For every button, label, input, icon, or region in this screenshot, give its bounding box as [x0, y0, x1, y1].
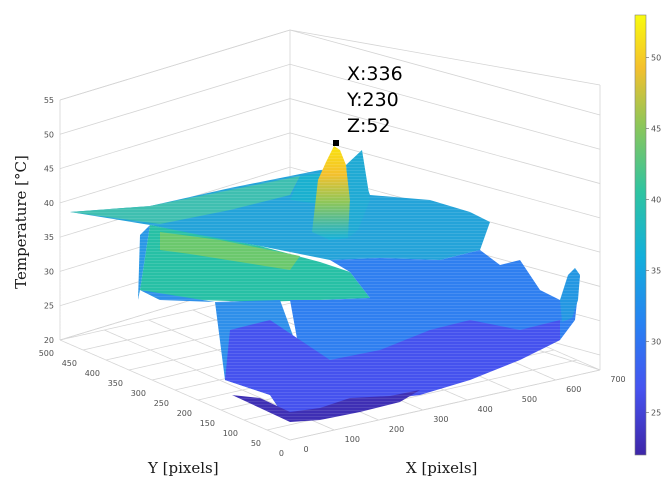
colorbar-tick-label: 30: [651, 337, 661, 346]
z-tick-label: 30: [44, 267, 54, 276]
z-tick-label: 35: [44, 233, 54, 242]
y-tick-label: 200: [177, 409, 192, 418]
y-tick-label: 50: [251, 439, 261, 448]
temperature-surface: [60, 140, 590, 430]
colorbar-tick-label: 35: [651, 266, 661, 275]
x-tick-label: 200: [389, 425, 404, 434]
y-tick-label: 150: [200, 419, 215, 428]
z-axis-label: Temperature [°C]: [12, 155, 30, 289]
y-tick-label: 300: [131, 389, 146, 398]
y-axis-label: Y [pixels]: [147, 459, 219, 477]
y-tick-label: 100: [223, 429, 238, 438]
z-gridline: [59, 29, 601, 116]
x-tick-label: 600: [566, 385, 581, 394]
z-gridline: [59, 63, 601, 150]
x-tick-label-origin: 0: [303, 445, 308, 454]
colorbar-tick-label: 25: [651, 408, 661, 417]
colorbar-tick-label: 45: [651, 125, 661, 134]
y-tick-label: 500: [39, 349, 54, 358]
y-tick-label: 350: [108, 379, 123, 388]
z-tick-label: 55: [44, 96, 54, 105]
datatip: X:336 Y:230 Z:52: [333, 63, 403, 146]
z-tick-label: 25: [44, 302, 54, 311]
z-tick-label: 40: [44, 199, 54, 208]
x-tick-label: 100: [345, 435, 360, 444]
colorbar-gradient: [634, 14, 647, 456]
datatip-marker: [333, 140, 339, 146]
colorbar-tick-label: 50: [651, 54, 661, 63]
z-tick-labels: 20 25 30 35 40 45 50 55: [44, 96, 54, 345]
y-tick-labels: 0 50 100 150 200 250 300 350 400 450 500: [39, 349, 284, 458]
datatip-y: Y:230: [346, 89, 399, 111]
x-tick-label: 400: [478, 405, 493, 414]
x-tick-label: 300: [433, 415, 448, 424]
surface-mesh-overlay: [60, 140, 590, 430]
colorbar: 25 30 35 40 45 50: [634, 14, 661, 456]
colorbar-tick-label: 40: [651, 196, 661, 205]
x-axis-label: X [pixels]: [406, 459, 477, 477]
colorbar-ticks: 25 30 35 40 45 50: [646, 54, 661, 417]
back-wall-top: [59, 29, 601, 101]
z-tick-label: 45: [44, 165, 54, 174]
datatip-z: Z:52: [347, 115, 391, 137]
x-tick-label: 500: [522, 395, 537, 404]
z-tick-label: 50: [44, 130, 54, 139]
x-tick-label: 700: [610, 375, 625, 384]
y-tick-label: 250: [154, 399, 169, 408]
z-tick-label: 20: [44, 336, 54, 345]
y-tick-label: 450: [62, 359, 77, 368]
y-tick-label: 0: [279, 449, 284, 458]
x-tick-labels: 0 100 200 300 400 500 600 700: [303, 375, 625, 454]
y-tick-label: 400: [85, 369, 100, 378]
datatip-x: X:336: [347, 63, 403, 85]
